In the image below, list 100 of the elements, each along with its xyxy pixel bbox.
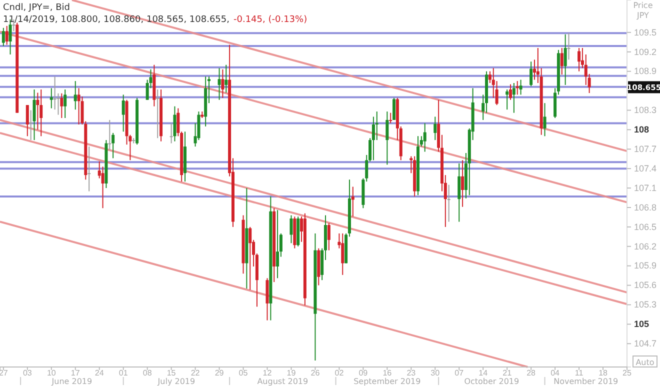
y-tick-label: 106.2 (634, 241, 657, 252)
candlestick (560, 47, 564, 76)
text: July 2019 (156, 377, 196, 386)
candlestick (29, 110, 32, 141)
candlestick (64, 88, 67, 119)
x-tick-label: 01 (118, 368, 128, 378)
x-tick-label: 23 (406, 368, 416, 378)
candlestick (74, 80, 77, 110)
candlestick (248, 226, 252, 290)
x-tick-label: 04 (550, 368, 560, 378)
x-tick-label: 03 (22, 368, 32, 378)
candlestick (389, 112, 392, 124)
x-tick-label: 25 (622, 368, 632, 378)
y-tick-label: 109.2 (634, 46, 657, 57)
candlestick (341, 232, 344, 276)
x-tick-label: 07 (454, 368, 464, 378)
auto-button: Auto (632, 356, 658, 368)
x-tick-label: 29 (214, 368, 224, 378)
text: June 2019 (50, 377, 92, 386)
text: 11/14/2019, 108.800, 108.860, 108.565, 108.655, (3, 15, 230, 25)
candlestick (567, 32, 570, 60)
y-tick-label: 105.3 (634, 300, 657, 310)
candlestick (40, 88, 43, 137)
candlestick (170, 122, 173, 144)
chart-title: Cndl, JPY=, Bid (3, 3, 70, 13)
x-tick-label: 15 (166, 368, 176, 378)
candlestick (50, 88, 53, 109)
candlestick (392, 97, 396, 120)
candlestick (530, 61, 533, 87)
candlestick (327, 222, 330, 251)
candlestick (458, 162, 461, 222)
y-tick-label: 108.9 (634, 66, 657, 76)
candlestick (578, 47, 581, 72)
x-tick-label: 24 (94, 368, 104, 378)
y-tick-label: 105.6 (634, 280, 657, 290)
x-tick-label: 05 (238, 368, 248, 378)
candlestick (108, 119, 112, 150)
text: November 2019 (554, 377, 618, 386)
candlestick (564, 34, 567, 86)
candlestick (173, 106, 176, 142)
y-tick-label: 109.5 (634, 27, 657, 38)
x-tick-label: 11 (574, 368, 584, 378)
x-tick-label: 26 (310, 368, 320, 378)
candlestick (423, 122, 426, 152)
candlestick (434, 116, 437, 141)
candlestick (516, 80, 519, 96)
candlestick (512, 82, 516, 114)
y-tick-label: 106.5 (634, 222, 657, 232)
x-tick-label: 17 (70, 368, 80, 378)
y-tick-label: 107.4 (634, 163, 657, 174)
candlestick (26, 104, 29, 137)
candlestick (224, 64, 228, 94)
candlestick (266, 278, 269, 321)
candlestick (543, 102, 546, 137)
candlestick (506, 88, 509, 110)
x-tick-label: 30 (430, 368, 440, 378)
y-tick-label: 107.7 (634, 144, 657, 154)
x-tick-label: 10 (46, 368, 56, 378)
text: September 2019 (354, 377, 421, 386)
candlestick (447, 184, 450, 222)
x-tick-label: 14 (478, 368, 488, 378)
x-tick-label: 08 (142, 368, 152, 378)
candlestick (218, 68, 221, 100)
candlestick (221, 68, 224, 98)
y-tick-label: 104.7 (634, 338, 657, 349)
text: October 2019 (464, 377, 520, 386)
candlestick (60, 92, 64, 119)
x-tick-label: 21 (502, 368, 512, 378)
x-tick-label: 09 (358, 368, 368, 378)
y-tick-label: 105.9 (634, 260, 657, 271)
candlestick (88, 146, 91, 192)
text: August 2019 (257, 377, 308, 386)
candlestick (519, 79, 522, 96)
candlestick (290, 214, 293, 244)
candlestick (509, 84, 512, 100)
x-tick-label: 28 (526, 368, 536, 378)
x-tick-label: 18 (598, 368, 608, 378)
y-tick-label: 108 (634, 124, 650, 135)
candlestick (386, 111, 389, 166)
x-tick-label: 02 (334, 368, 344, 378)
x-tick-label: 16 (382, 368, 392, 378)
candlestick (461, 160, 464, 208)
y-tick-label: 105 (634, 319, 650, 330)
y-tick-label: 106.8 (634, 202, 657, 212)
candlestick (77, 88, 80, 125)
candlestick (122, 94, 125, 132)
candlestick (351, 186, 354, 218)
y-axis-title: Price JPY (633, 1, 653, 20)
y-tick-label: 107.1 (634, 182, 657, 193)
candlestick (112, 132, 115, 159)
candlestick (5, 25, 8, 46)
y-tick-label: 108.3 (634, 105, 657, 116)
annotation: -0.145, (-0.13%) (234, 15, 308, 25)
candlestick (2, 27, 5, 47)
candlestick (32, 88, 36, 141)
candlestick (156, 88, 160, 139)
x-tick-label: 22 (190, 368, 200, 378)
candlestick (276, 210, 280, 279)
x-tick-label: 19 (286, 368, 296, 378)
x-tick-label: 12 (262, 368, 272, 378)
